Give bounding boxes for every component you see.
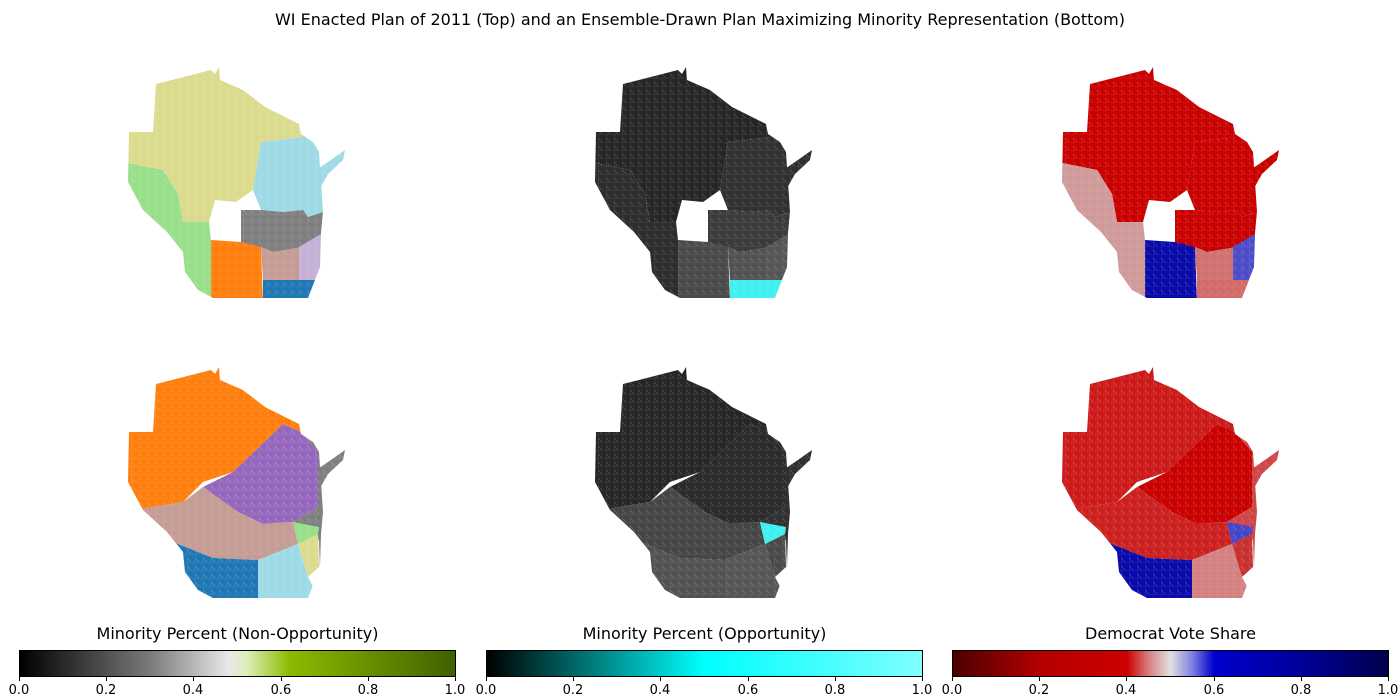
colorbar-label-democrat: Democrat Vote Share — [1085, 624, 1256, 643]
precinct-lines — [1062, 367, 1279, 598]
colorbar-tick — [368, 677, 369, 681]
precinct-lines — [128, 67, 345, 298]
colorbar-label-opportunity: Minority Percent (Opportunity) — [582, 624, 827, 643]
map-enacted-vote-share — [1062, 67, 1279, 298]
map-enacted-districts — [128, 67, 345, 298]
colorbar-tick — [1301, 677, 1302, 681]
colorbar-tick-label: 0.6 — [270, 683, 292, 698]
district-group — [128, 67, 345, 298]
colorbar-tick-label: 1.0 — [1377, 683, 1399, 698]
colorbar-tick-label: 0.6 — [737, 683, 759, 698]
district-group — [595, 367, 812, 598]
district-group — [1062, 367, 1279, 598]
colorbar-democrat — [952, 650, 1389, 677]
colorbar-tick-label: 0.2 — [1028, 683, 1050, 698]
colorbar-opportunity — [486, 650, 923, 677]
map-enacted-minority — [595, 67, 812, 298]
colorbar-tick — [952, 677, 953, 681]
colorbar-nonopportunity — [19, 650, 456, 677]
colorbar-tick-label: 0.0 — [475, 683, 497, 698]
precinct-lines — [595, 367, 812, 598]
colorbar-tick — [486, 677, 487, 681]
map-ensemble-vote-share — [1062, 367, 1279, 598]
colorbar-tick — [1039, 677, 1040, 681]
colorbar-tick — [281, 677, 282, 681]
colorbar-ticks-nonopportunity: 0.0 0.2 0.4 0.6 0.8 1.0 — [9, 677, 465, 700]
colorbar-tick-label: 0.0 — [8, 683, 30, 698]
colorbar-tick — [660, 677, 661, 681]
colorbar-tick — [193, 677, 194, 681]
colorbar-tick-label: 1.0 — [911, 683, 933, 698]
map-ensemble-districts — [128, 367, 345, 598]
colorbar-tick-label: 0.8 — [357, 683, 379, 698]
district-group — [128, 367, 345, 598]
colorbar-tick-label: 0.8 — [1290, 683, 1312, 698]
colorbar-tick — [1126, 677, 1127, 681]
colorbar-tick — [19, 677, 20, 681]
colorbar-tick — [922, 677, 923, 681]
colorbar-tick-label: 0.2 — [95, 683, 117, 698]
colorbar-tick-label: 0.2 — [562, 683, 584, 698]
colorbar-tick-label: 0.6 — [1203, 683, 1225, 698]
colorbar-tick — [455, 677, 456, 681]
colorbar-tick — [106, 677, 107, 681]
colorbar-tick-label: 0.4 — [1115, 683, 1137, 698]
colorbar-tick — [1388, 677, 1389, 681]
colorbar-tick — [573, 677, 574, 681]
colorbar-tick-label: 0.4 — [182, 683, 204, 698]
precinct-lines — [128, 367, 345, 598]
colorbar-tick — [748, 677, 749, 681]
colorbar-tick-label: 0.8 — [824, 683, 846, 698]
colorbar-tick — [1214, 677, 1215, 681]
map-ensemble-minority — [595, 367, 812, 598]
district-group — [1062, 67, 1279, 298]
district-group — [595, 67, 812, 298]
colorbar-ticks-opportunity: 0.0 0.2 0.4 0.6 0.8 1.0 — [476, 677, 932, 700]
colorbar-tick-label: 0.0 — [941, 683, 963, 698]
colorbar-ticks-democrat: 0.0 0.2 0.4 0.6 0.8 1.0 — [942, 677, 1398, 700]
colorbar-tick-label: 1.0 — [444, 683, 466, 698]
precinct-lines — [1062, 67, 1279, 298]
precinct-lines — [595, 67, 812, 298]
colorbar-tick-label: 0.4 — [649, 683, 671, 698]
colorbar-tick — [835, 677, 836, 681]
figure-title: WI Enacted Plan of 2011 (Top) and an Ens… — [274, 10, 1126, 29]
colorbar-label-nonopportunity: Minority Percent (Non-Opportunity) — [96, 624, 379, 643]
